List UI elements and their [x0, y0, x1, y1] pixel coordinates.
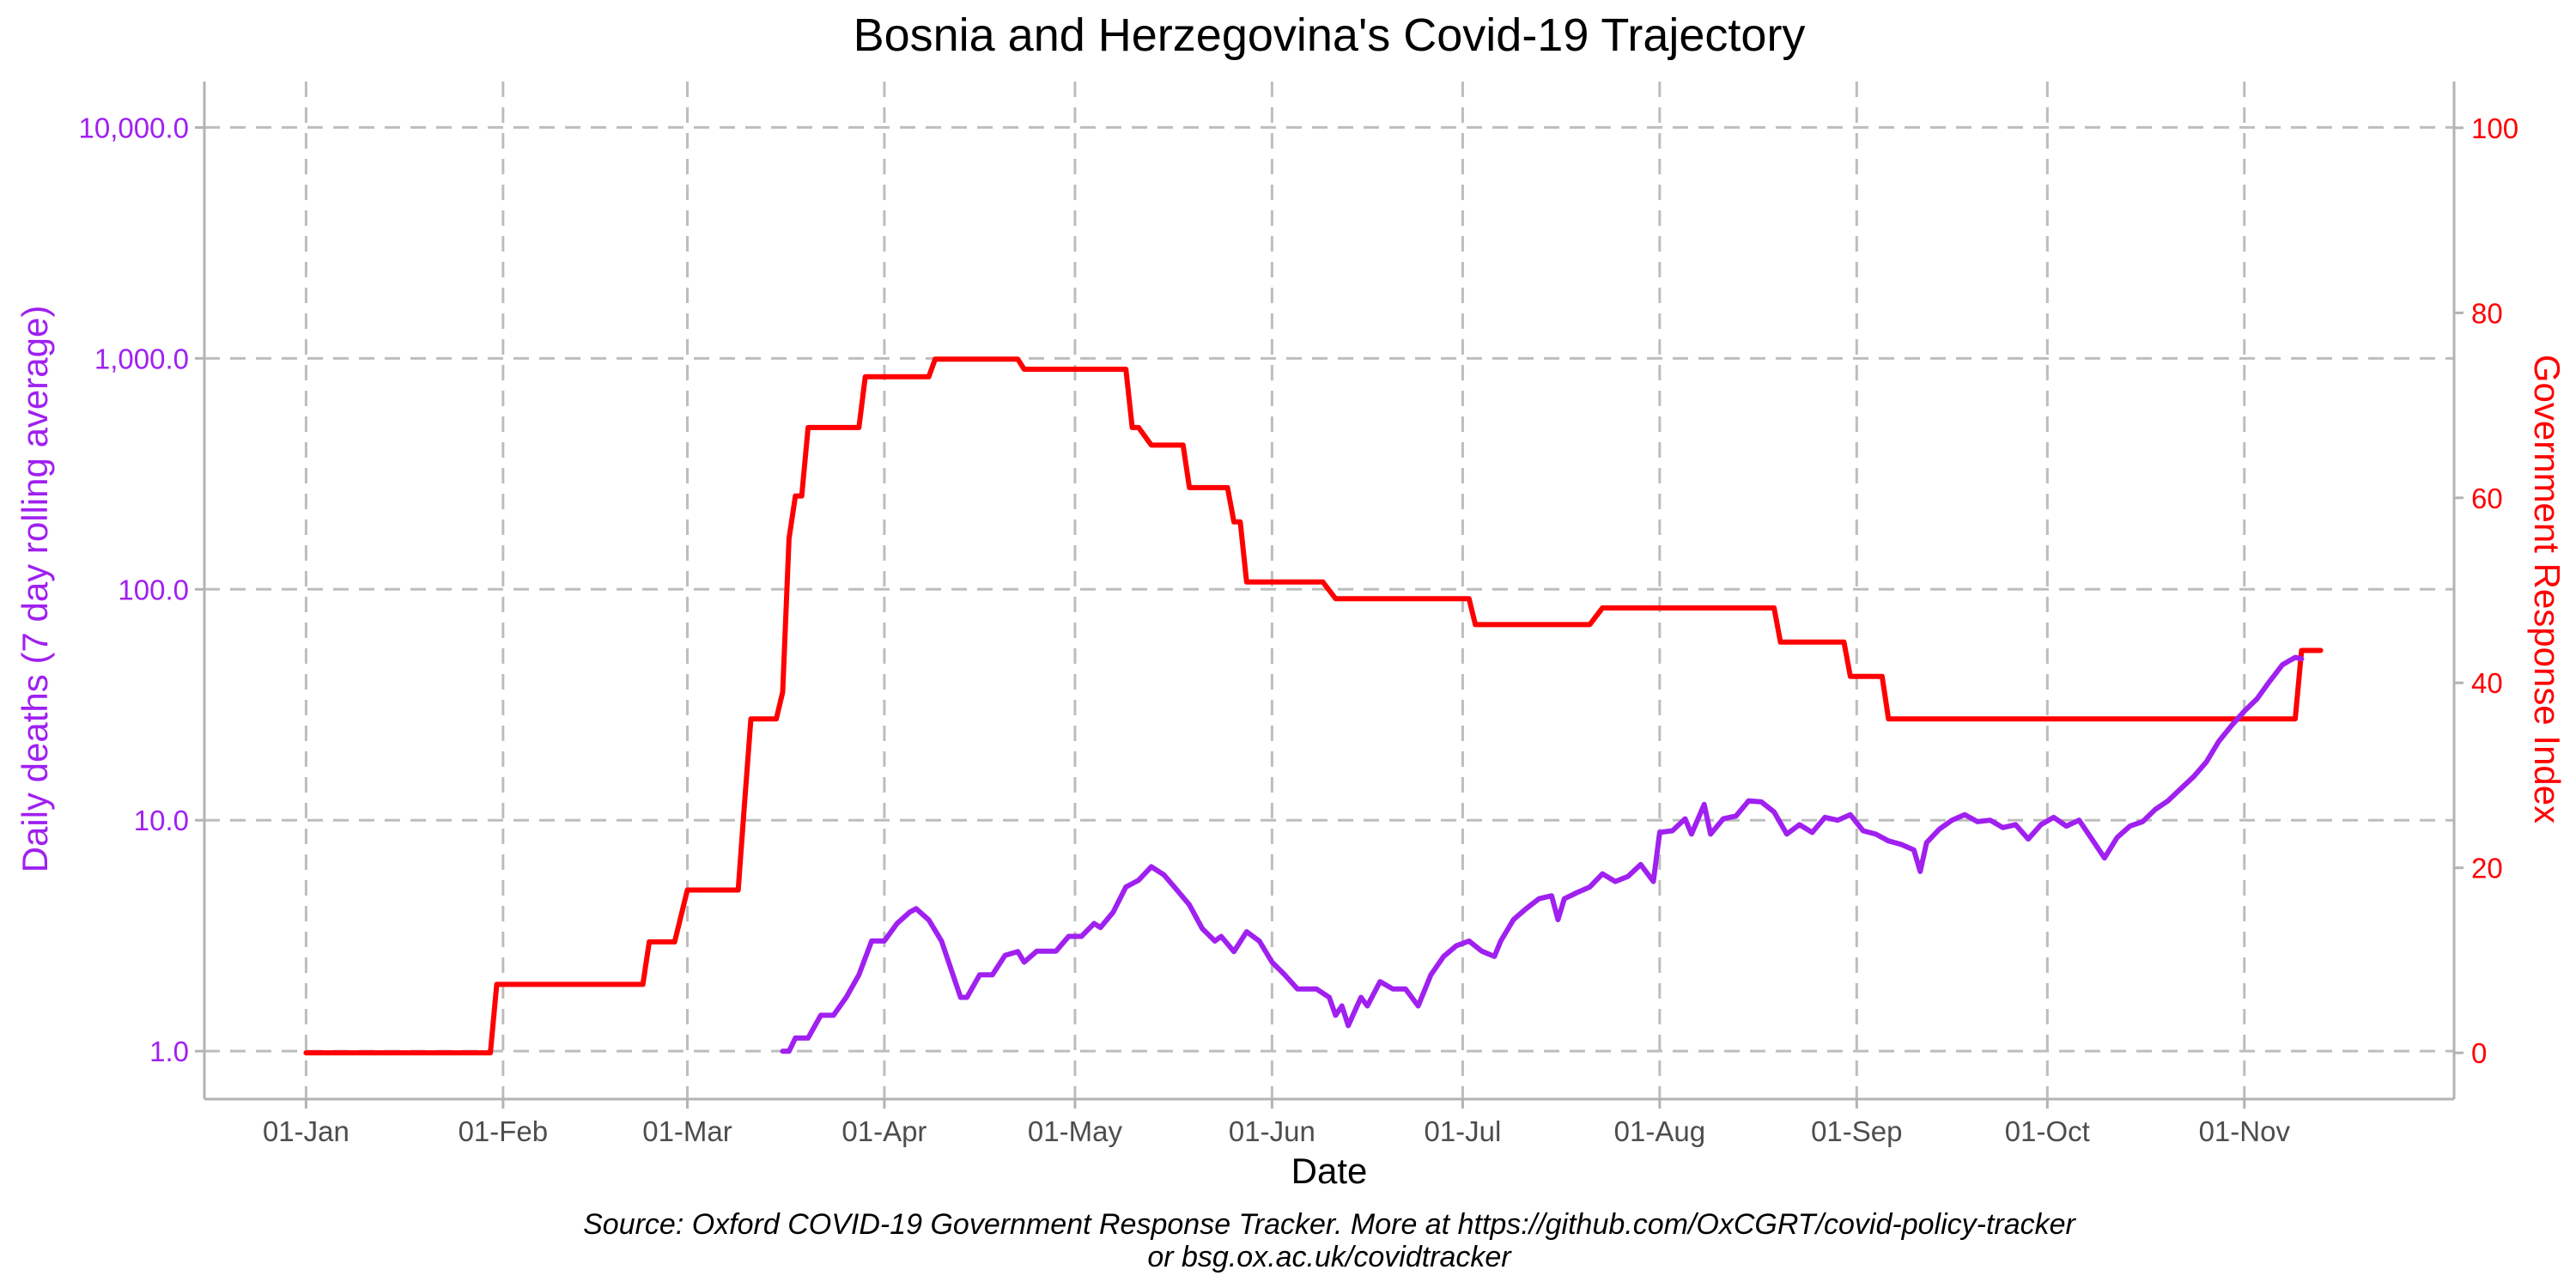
tick-labels: 01-Jan 01-Feb 01-Mar 01-Apr 01-May 01-Jun 01-J… [79, 112, 2519, 1147]
x-tick-label: 01-Mar [642, 1115, 732, 1147]
x-tick-label: 01-Nov [2199, 1115, 2291, 1147]
x-tick-label: 01-May [1028, 1115, 1123, 1147]
chart-title: Bosnia and Herzegovina's Covid-19 Trajec… [854, 9, 1806, 61]
x-tick-label: 01-Aug [1614, 1115, 1705, 1147]
y-axis-left-title: Daily deaths (7 day rolling average) [15, 306, 55, 873]
x-tick-label: 01-Jan [263, 1115, 349, 1147]
y-right-tick-label: 40 [2471, 667, 2503, 699]
y-left-tick-label: 100.0 [118, 574, 189, 605]
caption-line-1: Source: Oxford COVID-19 Government Respo… [583, 1208, 2076, 1241]
y-right-tick-label: 20 [2471, 853, 2503, 884]
x-tick-label: 01-Jun [1229, 1115, 1315, 1147]
caption-line-2: or bsg.ox.ac.uk/covidtracker [1147, 1241, 1512, 1273]
series-line-government-response-index [303, 356, 2324, 1056]
series-layer [303, 356, 2324, 1056]
y-left-tick-label: 10,000.0 [79, 112, 189, 143]
y-right-tick-label: 0 [2471, 1037, 2487, 1069]
y-left-tick-label: 10.0 [134, 805, 189, 836]
x-tick-label: 01-Sep [1811, 1115, 1902, 1147]
y-axis-right-title: Government Response Index [2527, 355, 2567, 823]
series-line-daily-deaths-7-day-rolling-average [780, 654, 2305, 1054]
y-left-tick-label: 1.0 [149, 1036, 189, 1067]
x-tick-label: 01-Oct [2005, 1115, 2090, 1147]
x-axis-title: Date [1291, 1151, 1368, 1191]
x-tick-label: 01-Feb [459, 1115, 549, 1147]
x-tick-label: 01-Apr [841, 1115, 927, 1147]
y-left-tick-label: 1,000.0 [94, 343, 189, 374]
y-right-tick-label: 80 [2471, 297, 2503, 329]
grid [204, 82, 2454, 1099]
y-right-tick-label: 100 [2471, 112, 2518, 144]
x-tick-label: 01-Jul [1424, 1115, 1501, 1147]
y-right-tick-label: 60 [2471, 483, 2503, 514]
